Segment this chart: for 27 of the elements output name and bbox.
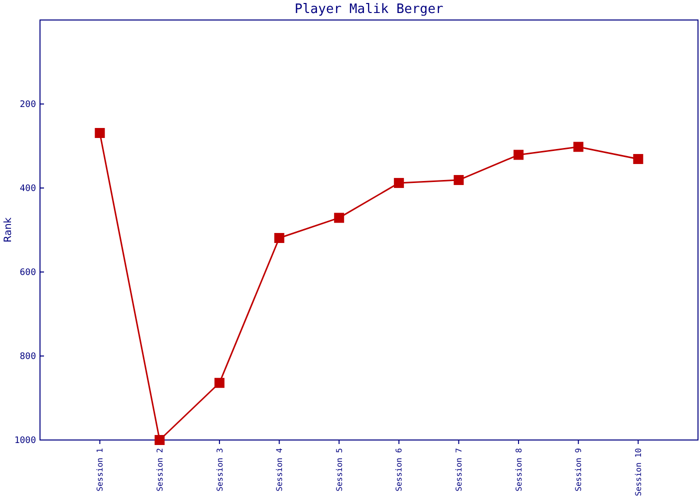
x-tick-label: Session 7 — [454, 448, 464, 492]
x-tick-label: Session 9 — [574, 448, 584, 492]
chart-title: Player Malik Berger — [294, 2, 444, 17]
point — [214, 378, 224, 388]
y-tick-label: 400 — [20, 184, 36, 194]
point — [94, 128, 105, 138]
x-tick-label: Session 4 — [275, 448, 284, 492]
y-tick-label: 200 — [20, 100, 36, 110]
point — [514, 150, 524, 160]
point — [454, 175, 464, 186]
point — [573, 142, 584, 152]
y-tick-label: 800 — [20, 352, 36, 362]
x-tick-label: Session 3 — [215, 448, 224, 492]
point — [334, 212, 344, 223]
y-tick-label: 1000 — [14, 436, 36, 446]
point — [274, 232, 284, 243]
x-tick-label: Session 6 — [394, 448, 404, 492]
x-tick-label: Session 5 — [334, 448, 344, 492]
x-tick-label: Session 8 — [514, 448, 524, 492]
y-axis-title: Rank — [3, 217, 14, 242]
x-tick-label: Session 2 — [155, 448, 164, 492]
point — [394, 178, 404, 188]
point — [633, 154, 644, 164]
x-tick-label: Session 1 — [96, 448, 105, 492]
y-tick-label: 600 — [20, 268, 36, 278]
x-tick-label: Session 10 — [634, 448, 643, 496]
point — [154, 435, 165, 445]
